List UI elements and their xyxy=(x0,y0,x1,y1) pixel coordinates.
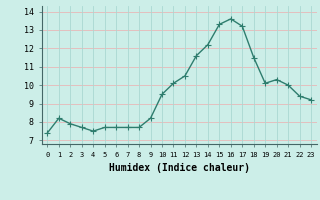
X-axis label: Humidex (Indice chaleur): Humidex (Indice chaleur) xyxy=(109,163,250,173)
